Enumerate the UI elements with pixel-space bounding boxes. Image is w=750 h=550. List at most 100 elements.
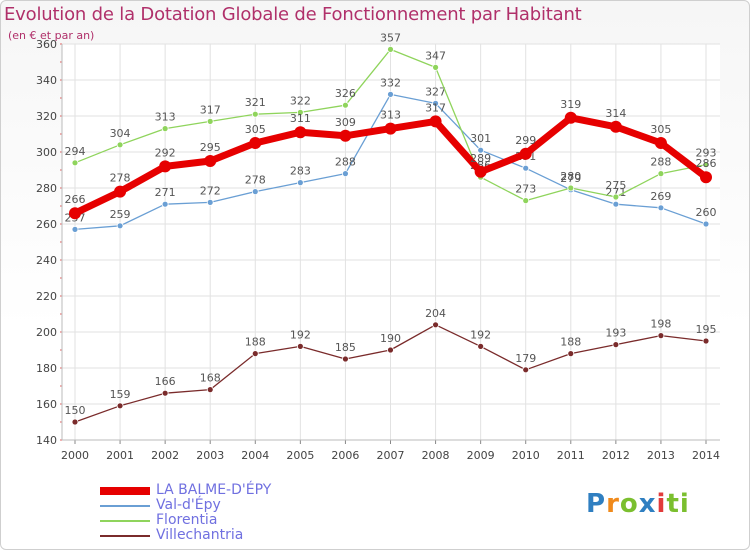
data-label: 168 bbox=[200, 372, 221, 385]
y-tick-label: 200 bbox=[36, 326, 57, 339]
x-tick-label: 2006 bbox=[331, 449, 359, 462]
data-point bbox=[161, 125, 169, 133]
y-tick-label: 260 bbox=[36, 218, 57, 231]
data-label: 159 bbox=[110, 388, 131, 401]
y-tick-label: 320 bbox=[36, 110, 57, 123]
data-point bbox=[342, 170, 349, 178]
x-tick-label: 2008 bbox=[422, 449, 450, 462]
data-point bbox=[654, 137, 667, 149]
data-point bbox=[609, 120, 622, 133]
data-point bbox=[657, 170, 665, 178]
data-point bbox=[249, 137, 262, 149]
data-label: 289 bbox=[470, 152, 491, 165]
data-point bbox=[71, 225, 79, 233]
x-tick-label: 2010 bbox=[512, 449, 540, 462]
data-label: 319 bbox=[560, 98, 581, 111]
data-label: 317 bbox=[200, 103, 221, 116]
data-label: 179 bbox=[515, 352, 536, 365]
data-point bbox=[251, 110, 259, 118]
data-label: 271 bbox=[155, 186, 176, 199]
data-label: 283 bbox=[290, 165, 311, 178]
data-label: 195 bbox=[696, 323, 717, 336]
y-tick-label: 140 bbox=[36, 434, 57, 447]
chart-subtitle: (en € et par an) bbox=[8, 29, 95, 42]
data-label: 188 bbox=[245, 336, 266, 349]
data-label: 192 bbox=[470, 328, 491, 341]
data-point bbox=[612, 341, 620, 349]
data-label: 190 bbox=[380, 332, 401, 345]
legend-label: LA BALME-D'ÉPY bbox=[156, 482, 272, 498]
data-point bbox=[114, 185, 127, 198]
data-label: 269 bbox=[650, 190, 671, 203]
data-label: 309 bbox=[335, 116, 356, 129]
data-point bbox=[519, 147, 532, 160]
data-point bbox=[159, 160, 172, 173]
y-tick-label: 340 bbox=[36, 74, 57, 87]
data-point bbox=[567, 350, 575, 358]
data-point bbox=[116, 222, 124, 230]
data-point bbox=[161, 389, 169, 397]
x-tick-label: 2013 bbox=[647, 449, 675, 462]
legend-label: Villechantria bbox=[156, 527, 244, 543]
data-label: 347 bbox=[425, 49, 446, 62]
data-point bbox=[387, 346, 394, 354]
data-label: 288 bbox=[335, 156, 356, 169]
data-point bbox=[296, 179, 304, 187]
data-label: 326 bbox=[335, 87, 356, 100]
data-label: 166 bbox=[155, 375, 176, 388]
data-point bbox=[204, 155, 217, 167]
data-label: 273 bbox=[515, 183, 536, 196]
data-point bbox=[387, 91, 394, 98]
data-label: 305 bbox=[245, 123, 266, 136]
data-label: 332 bbox=[380, 76, 401, 89]
data-point bbox=[522, 197, 530, 205]
data-point bbox=[339, 129, 352, 142]
y-tick-label: 300 bbox=[36, 146, 57, 159]
data-point bbox=[206, 118, 214, 125]
data-label: 299 bbox=[515, 134, 536, 147]
data-label: 314 bbox=[605, 107, 626, 120]
data-label: 321 bbox=[245, 96, 266, 109]
data-label: 278 bbox=[245, 174, 266, 187]
data-label: 311 bbox=[290, 112, 311, 125]
x-tick-label: 2012 bbox=[602, 449, 630, 462]
data-point bbox=[206, 386, 214, 394]
data-point bbox=[296, 109, 304, 116]
data-point bbox=[251, 188, 259, 196]
data-point bbox=[69, 207, 81, 220]
data-point bbox=[700, 171, 712, 184]
data-label: 313 bbox=[155, 111, 176, 124]
x-tick-label: 2004 bbox=[241, 449, 269, 462]
x-tick-label: 2001 bbox=[106, 449, 134, 462]
x-tick-label: 2011 bbox=[557, 449, 585, 462]
data-point bbox=[657, 332, 665, 340]
x-tick-label: 2000 bbox=[61, 449, 89, 462]
data-label: 192 bbox=[290, 328, 311, 341]
data-label: 204 bbox=[425, 307, 446, 320]
data-label: 272 bbox=[200, 184, 221, 197]
data-point bbox=[702, 337, 710, 345]
data-point bbox=[429, 115, 442, 128]
data-point bbox=[387, 46, 394, 53]
data-label: 301 bbox=[470, 132, 491, 145]
y-tick-label: 220 bbox=[36, 290, 57, 303]
data-point bbox=[477, 146, 485, 154]
data-point bbox=[567, 184, 575, 192]
data-point bbox=[564, 111, 577, 124]
data-point bbox=[477, 342, 485, 350]
data-label: 293 bbox=[696, 147, 717, 160]
data-point bbox=[342, 101, 349, 109]
data-point bbox=[522, 366, 530, 374]
data-label: 185 bbox=[335, 341, 356, 354]
x-tick-label: 2003 bbox=[196, 449, 224, 462]
data-label: 280 bbox=[560, 170, 581, 183]
data-point bbox=[474, 165, 487, 178]
data-label: 286 bbox=[696, 157, 717, 170]
legend-swatch-la-balme bbox=[100, 487, 150, 495]
data-point bbox=[612, 200, 620, 208]
x-tick-label: 2007 bbox=[377, 449, 405, 462]
data-point bbox=[71, 418, 79, 426]
data-label: 198 bbox=[650, 318, 671, 331]
data-label: 305 bbox=[650, 123, 671, 136]
